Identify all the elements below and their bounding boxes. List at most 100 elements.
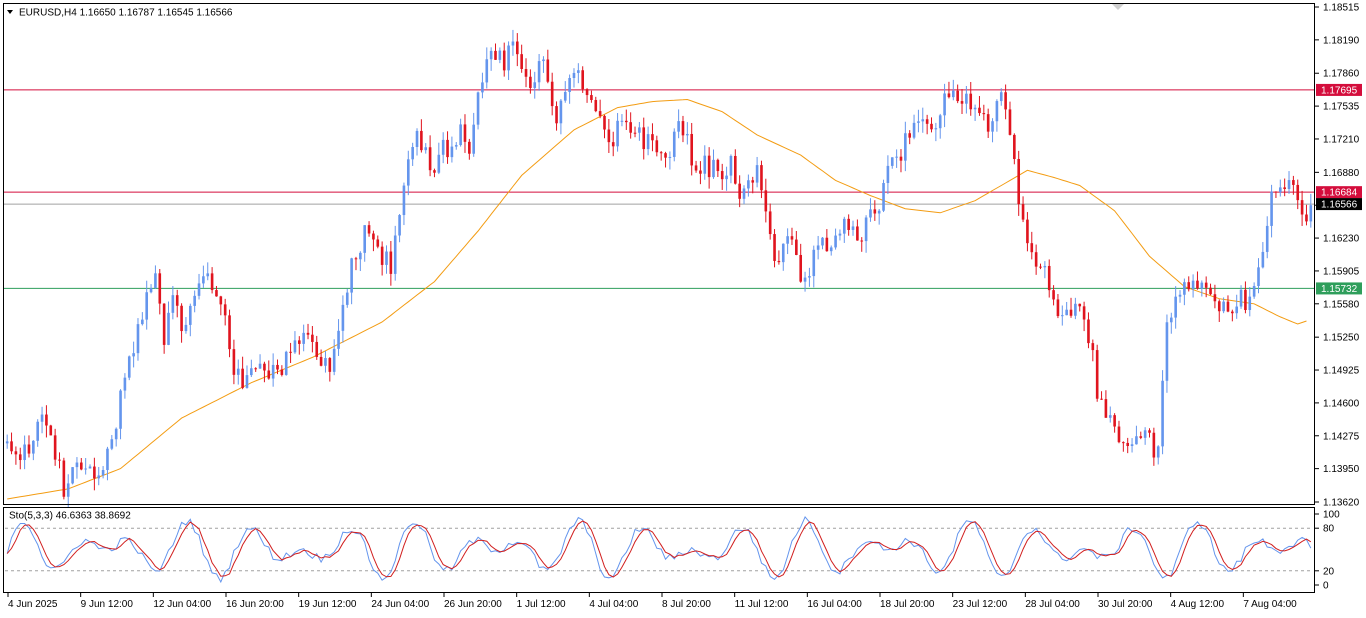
candle-bull bbox=[114, 428, 118, 440]
scroll-marker-icon[interactable] bbox=[1112, 4, 1124, 10]
candle-bull bbox=[725, 175, 728, 180]
candle-bear bbox=[276, 364, 279, 370]
price-tag-label: 1.15732 bbox=[1321, 284, 1358, 295]
candle-bear bbox=[328, 358, 332, 372]
candle-bull bbox=[1248, 296, 1252, 311]
candle-bear bbox=[1030, 243, 1034, 253]
candle-bull bbox=[149, 288, 153, 293]
candle-bear bbox=[655, 140, 659, 153]
candle-bull bbox=[271, 364, 275, 379]
candle-bear bbox=[372, 233, 375, 240]
candle-bull bbox=[616, 120, 619, 147]
candle-bear bbox=[1283, 187, 1286, 189]
candle-bull bbox=[973, 107, 977, 110]
collapse-triangle-icon[interactable] bbox=[7, 10, 13, 14]
candle-bear bbox=[1231, 311, 1234, 314]
moving-average-layer bbox=[7, 98, 1307, 500]
candle-bear bbox=[1026, 219, 1029, 244]
candle-bear bbox=[590, 95, 593, 101]
candle-bull bbox=[991, 121, 994, 132]
time-axis-label: 30 Jul 20:00 bbox=[1098, 599, 1153, 610]
candle-bull bbox=[712, 159, 715, 178]
candle-bull bbox=[245, 375, 249, 388]
candle-bear bbox=[1091, 343, 1095, 351]
candle-bear bbox=[856, 226, 859, 241]
candle-bull bbox=[568, 78, 571, 93]
candle-bear bbox=[956, 90, 959, 102]
candle-bull bbox=[5, 441, 9, 444]
candle-bull bbox=[821, 237, 824, 246]
candle-bull bbox=[71, 467, 74, 484]
candle-bull bbox=[1278, 187, 1282, 193]
candle-bull bbox=[1043, 265, 1047, 268]
candle-bear bbox=[773, 234, 776, 261]
candle-bull bbox=[75, 462, 79, 468]
candle-bull bbox=[206, 273, 210, 277]
candles-layer bbox=[5, 29, 1313, 508]
candle-bull bbox=[141, 319, 144, 325]
candle-bull bbox=[193, 295, 196, 306]
candle-bull bbox=[842, 218, 846, 234]
time-axis-label: 24 Jun 04:00 bbox=[371, 599, 429, 610]
horizontal-lines-layer bbox=[4, 89, 1314, 289]
time-axis-label: 26 Jun 20:00 bbox=[444, 599, 502, 610]
candle-bear bbox=[162, 303, 166, 345]
candle-bear bbox=[420, 130, 423, 151]
candle-bull bbox=[537, 61, 541, 83]
candle-bear bbox=[603, 115, 606, 130]
price-tag-label: 1.16566 bbox=[1321, 200, 1358, 211]
candle-bull bbox=[507, 45, 510, 71]
candle-bear bbox=[494, 50, 497, 60]
time-axis[interactable]: 4 Jun 2025 9 Jun 12:00 12 Jun 04:00 16 Jun … bbox=[7, 593, 1297, 610]
candle-bear bbox=[263, 363, 266, 371]
candle-bull bbox=[415, 130, 419, 148]
candle-bear bbox=[468, 141, 471, 154]
candle-bull bbox=[202, 276, 205, 284]
candle-bear bbox=[79, 462, 83, 470]
candle-bear bbox=[555, 106, 558, 124]
candle-bear bbox=[659, 152, 663, 154]
moving-average-line bbox=[7, 98, 1307, 500]
candle-bear bbox=[62, 460, 66, 497]
candle-bull bbox=[620, 120, 624, 122]
candle-bear bbox=[1126, 442, 1130, 447]
candle-bull bbox=[1074, 303, 1077, 316]
time-axis-label: 9 Jun 12:00 bbox=[81, 599, 134, 610]
candle-bear bbox=[690, 133, 694, 166]
candle-bull bbox=[36, 421, 40, 441]
candle-bear bbox=[380, 246, 384, 265]
time-axis-label: 16 Jul 04:00 bbox=[807, 599, 862, 610]
candle-bear bbox=[694, 165, 698, 171]
candle-bull bbox=[341, 304, 345, 331]
candle-bull bbox=[904, 133, 907, 161]
candle-bear bbox=[376, 239, 380, 247]
candle-bear bbox=[306, 332, 310, 335]
candle-bull bbox=[154, 273, 157, 289]
candle-bear bbox=[1226, 301, 1230, 312]
candle-bear bbox=[707, 155, 711, 178]
candle-bear bbox=[925, 119, 929, 124]
candle-bull bbox=[869, 209, 872, 218]
price-axis-label: 1.13950 bbox=[1323, 464, 1360, 475]
candle-bull bbox=[106, 448, 109, 471]
candle-bull bbox=[345, 292, 349, 305]
candle-bear bbox=[367, 225, 371, 234]
candle-bear bbox=[899, 156, 903, 161]
candle-bear bbox=[720, 171, 724, 180]
candle-bull bbox=[533, 82, 537, 88]
candle-bull bbox=[188, 305, 192, 325]
candle-bear bbox=[581, 70, 585, 90]
price-axis-label: 1.17860 bbox=[1323, 69, 1360, 80]
candle-bear bbox=[1300, 200, 1304, 215]
candle-bull bbox=[1060, 315, 1064, 317]
time-axis-label: 4 Aug 12:00 bbox=[1171, 599, 1225, 610]
candle-bull bbox=[1183, 282, 1186, 295]
candle-bull bbox=[437, 154, 441, 173]
candle-bear bbox=[1004, 92, 1007, 110]
candle-bear bbox=[624, 120, 628, 123]
candle-bull bbox=[943, 93, 946, 116]
candle-bull bbox=[895, 156, 898, 158]
